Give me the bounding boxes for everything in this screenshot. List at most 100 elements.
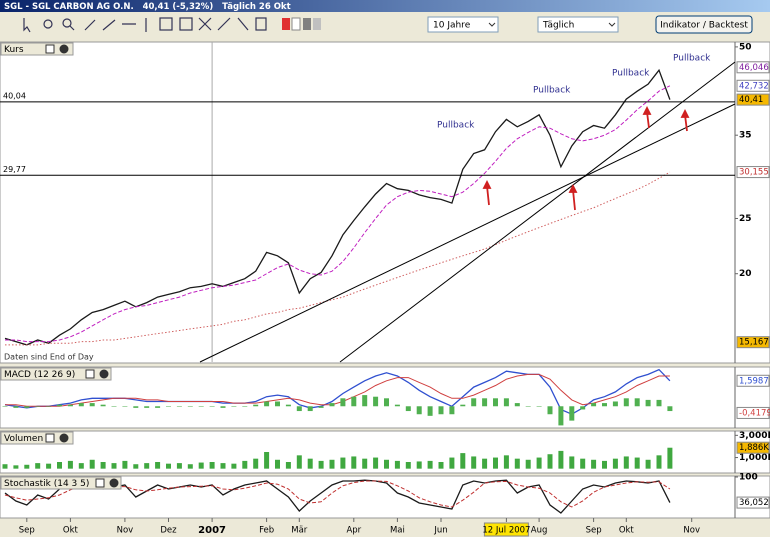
plot-1 — [2, 368, 673, 426]
bar — [220, 463, 226, 469]
panel-close[interactable] — [99, 369, 109, 379]
annotation: Pullback — [533, 86, 571, 96]
panel-maximize[interactable] — [85, 369, 95, 379]
tool-fib[interactable] — [198, 17, 249, 31]
bar — [46, 463, 52, 469]
bar — [24, 464, 30, 469]
series-group — [2, 368, 673, 426]
bar — [78, 463, 84, 469]
bar — [547, 454, 553, 469]
x-tick-label: Apr — [346, 526, 361, 536]
tool-color[interactable] — [282, 18, 290, 30]
tool-text[interactable] — [179, 17, 193, 31]
tool-alarm[interactable] — [43, 19, 53, 29]
bar — [503, 398, 509, 407]
bar — [100, 404, 106, 407]
bar — [591, 459, 597, 469]
bar — [602, 403, 607, 407]
indicator-button[interactable] — [655, 15, 753, 34]
bar — [667, 406, 673, 412]
panel-close[interactable] — [59, 44, 69, 54]
x-tick-label: Mai — [390, 526, 405, 536]
bar — [122, 406, 128, 407]
bar — [176, 463, 182, 469]
bar — [275, 459, 280, 469]
bar — [198, 462, 204, 469]
y-tick-label: 3,000K — [739, 431, 770, 441]
panel-title: Stochastik (14 3 5) — [4, 479, 89, 489]
bar — [547, 406, 553, 415]
x-tick-label: Sep — [19, 526, 35, 536]
indicator-button-label: Indikator / Backtest — [660, 21, 748, 31]
trendline — [339, 61, 736, 363]
tool-color[interactable] — [291, 17, 301, 31]
bar — [209, 406, 215, 407]
bar — [460, 404, 466, 407]
toolbar: 10 Jahre Täglich Indikator / Backtest — [0, 12, 770, 40]
panel-maximize[interactable] — [45, 44, 55, 54]
value-marker-label: 1,886K — [739, 443, 769, 453]
tool-box[interactable] — [159, 17, 173, 31]
bar — [667, 447, 673, 469]
bar — [525, 459, 531, 469]
tool-delete[interactable] — [255, 17, 267, 31]
panel-headers: Kurs MACD (12 26 9) Volumen Stochastik (… — [0, 42, 122, 490]
value-marker — [736, 496, 770, 509]
panel-maximize[interactable] — [45, 433, 55, 443]
bar — [373, 396, 379, 407]
bar — [2, 464, 8, 469]
bar — [253, 404, 259, 407]
bar — [591, 403, 597, 407]
value-marker-label: 1,5987 — [739, 376, 769, 386]
tool-color[interactable] — [313, 18, 321, 30]
bar — [449, 457, 455, 469]
bar — [471, 398, 477, 407]
series-line — [4, 68, 671, 346]
bar — [220, 406, 226, 408]
tool-cursor[interactable] — [23, 18, 31, 33]
bar — [318, 460, 324, 469]
window-title: SGL - SGL CARBON AG O.N. 40,41 (-5,32%) … — [4, 2, 291, 12]
y-tick-label: 25 — [739, 214, 752, 224]
bar — [111, 463, 117, 469]
bar — [351, 396, 357, 407]
bar — [242, 406, 248, 407]
bar — [362, 395, 368, 407]
value-marker — [736, 93, 770, 106]
panel-header — [0, 431, 74, 445]
tool-zoom[interactable] — [62, 18, 72, 28]
y-tick-label: 50 — [739, 42, 752, 52]
value-marker-label: 36,052 — [739, 498, 769, 508]
bar — [78, 403, 84, 407]
bar — [569, 406, 575, 421]
value-marker — [736, 166, 770, 179]
value-marker — [736, 441, 770, 454]
panel-title: Kurs — [4, 45, 24, 55]
annotation: Pullback — [673, 54, 711, 64]
bar — [405, 462, 411, 469]
tool-color[interactable] — [303, 18, 311, 30]
panel-close[interactable] — [109, 478, 119, 488]
x-tick-label: Okt — [63, 526, 79, 536]
bar — [569, 456, 575, 469]
bar — [362, 458, 368, 469]
x-tick-label: Feb — [259, 526, 274, 536]
bar — [514, 458, 520, 469]
tool-lines[interactable] — [84, 18, 147, 32]
bar — [111, 406, 117, 407]
bar — [493, 398, 498, 407]
bar — [656, 399, 662, 407]
panel-maximize[interactable] — [95, 478, 105, 488]
value-marker — [736, 374, 770, 387]
period-value: 10 Jahre — [433, 21, 471, 31]
bar — [231, 406, 237, 407]
bar — [503, 455, 509, 469]
panel-title: MACD (12 26 9) — [4, 370, 75, 380]
panel-close[interactable] — [59, 433, 69, 443]
x-axis: Sep Okt Nov Dez 2007 Feb Mär Apr Mai Jun 12 Jul 20… — [19, 518, 700, 537]
period-select[interactable] — [427, 16, 499, 33]
series-line — [5, 85, 671, 343]
x-tick-label: 12 Jul 2007 — [482, 526, 530, 536]
interval-select[interactable] — [537, 16, 619, 33]
bar — [471, 456, 477, 469]
